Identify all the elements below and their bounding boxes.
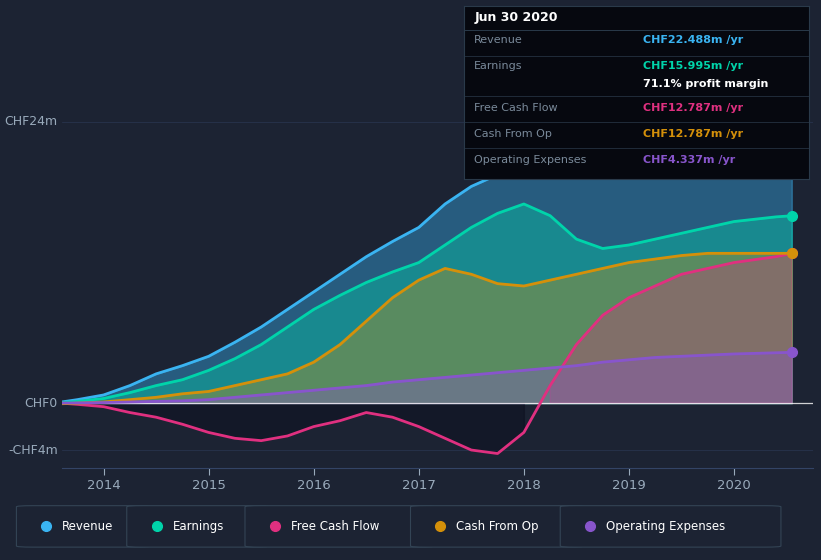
FancyBboxPatch shape (16, 506, 150, 547)
Text: Operating Expenses: Operating Expenses (606, 520, 725, 533)
Text: Jun 30 2020: Jun 30 2020 (475, 11, 557, 24)
Text: CHF22.488m /yr: CHF22.488m /yr (643, 35, 744, 45)
Text: Cash From Op: Cash From Op (475, 129, 552, 139)
FancyBboxPatch shape (126, 506, 268, 547)
Text: CHF15.995m /yr: CHF15.995m /yr (643, 62, 743, 71)
Text: 71.1% profit margin: 71.1% profit margin (643, 79, 768, 88)
FancyBboxPatch shape (410, 506, 584, 547)
Text: CHF4.337m /yr: CHF4.337m /yr (643, 155, 736, 165)
Text: Revenue: Revenue (62, 520, 113, 533)
Text: Free Cash Flow: Free Cash Flow (291, 520, 379, 533)
Text: CHF12.787m /yr: CHF12.787m /yr (643, 103, 743, 113)
Text: CHF12.787m /yr: CHF12.787m /yr (643, 129, 743, 139)
Text: Operating Expenses: Operating Expenses (475, 155, 586, 165)
Text: CHF24m: CHF24m (5, 115, 57, 128)
FancyBboxPatch shape (560, 506, 781, 547)
Text: -CHF4m: -CHF4m (8, 444, 57, 456)
Text: Revenue: Revenue (475, 35, 523, 45)
Text: Earnings: Earnings (172, 520, 224, 533)
Text: Cash From Op: Cash From Op (456, 520, 539, 533)
FancyBboxPatch shape (245, 506, 434, 547)
Text: Earnings: Earnings (475, 62, 523, 71)
Text: CHF0: CHF0 (25, 396, 57, 410)
Text: Free Cash Flow: Free Cash Flow (475, 103, 557, 113)
